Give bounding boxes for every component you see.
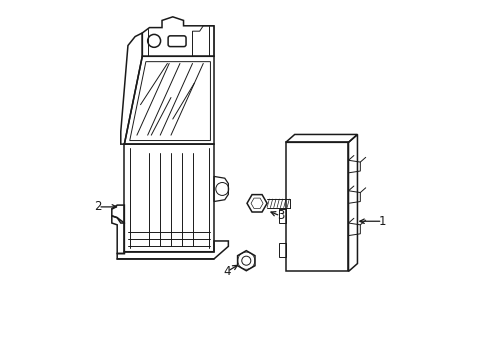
Text: 1: 1 bbox=[378, 215, 386, 228]
Text: 3: 3 bbox=[276, 210, 284, 222]
Text: 4: 4 bbox=[223, 265, 230, 278]
Text: 2: 2 bbox=[94, 201, 102, 213]
